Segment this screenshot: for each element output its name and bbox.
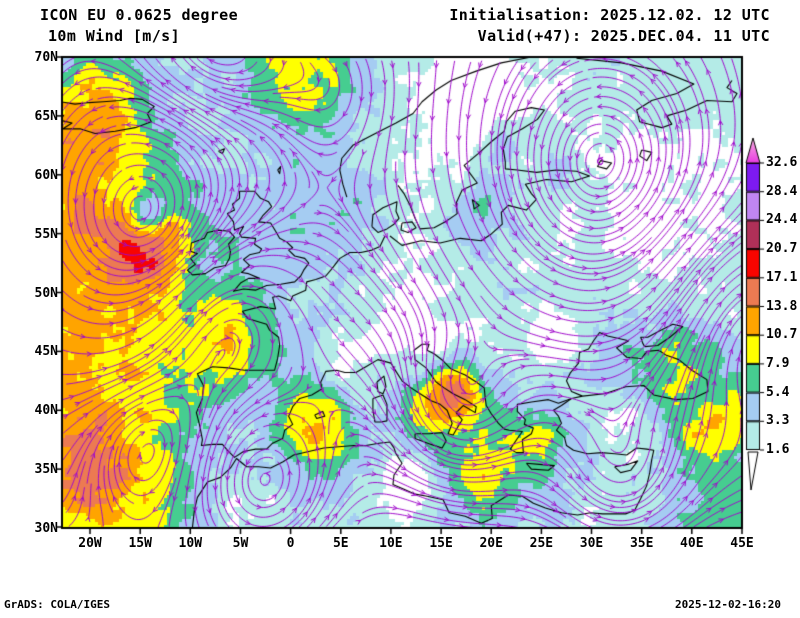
lon-label-10w: 10W xyxy=(178,536,203,551)
colorbar-label-32.6: 32.6 xyxy=(766,155,798,170)
colorbar-label-1.6: 1.6 xyxy=(766,442,790,457)
lat-label-60n: 60N xyxy=(34,167,58,183)
field-title: 10m Wind [m/s] xyxy=(48,27,181,45)
lon-label-45e: 45E xyxy=(730,536,754,551)
lon-label-20w: 20W xyxy=(78,536,102,551)
valid-time: Valid(+47): 2025.DEC.04. 11 UTC xyxy=(477,27,770,45)
lat-label-55n: 55N xyxy=(34,226,58,242)
colorbar-label-3.3: 3.3 xyxy=(766,413,790,429)
colorbar-label-5.4: 5.4 xyxy=(766,384,790,400)
lat-label-65n: 65N xyxy=(34,108,58,124)
lon-label-15e: 15E xyxy=(429,536,453,551)
lat-label-40n: 40N xyxy=(34,403,58,419)
colorbar-label-20.7: 20.7 xyxy=(766,241,798,257)
model-title: ICON EU 0.0625 degree xyxy=(40,6,239,24)
lon-label-0: 0 xyxy=(286,536,295,551)
colorbar-label-24.4: 24.4 xyxy=(766,212,798,228)
colorbar-label-17.1: 17.1 xyxy=(766,269,798,285)
colorbar-label-7.9: 7.9 xyxy=(766,355,790,371)
lon-label-5e: 5E xyxy=(332,536,349,551)
lat-label-45n: 45N xyxy=(34,344,58,360)
lon-label-20e: 20E xyxy=(479,536,503,551)
grads-credit: GrADS: COLA/IGES xyxy=(4,598,110,611)
lat-label-30n: 30N xyxy=(34,521,58,536)
lat-label-50n: 50N xyxy=(34,285,58,301)
colorbar-label-10.7: 10.7 xyxy=(766,327,798,343)
creation-timestamp: 2025-12-02-16:20 xyxy=(675,598,781,611)
lon-label-30e: 30E xyxy=(579,536,604,551)
lon-label-35e: 35E xyxy=(629,536,654,551)
lon-label-40e: 40E xyxy=(680,536,704,551)
lon-label-10e: 10E xyxy=(379,536,403,551)
lon-label-25e: 25E xyxy=(529,536,554,551)
colorbar-label-13.8: 13.8 xyxy=(766,298,798,314)
lat-label-70n: 70N xyxy=(34,50,58,65)
lon-label-15w: 15W xyxy=(128,536,152,551)
init-time: Initialisation: 2025.12.02. 12 UTC xyxy=(449,6,770,24)
lat-label-35n: 35N xyxy=(34,462,58,478)
lon-label-5w: 5W xyxy=(232,536,249,551)
colorbar-label-28.4: 28.4 xyxy=(766,183,798,199)
